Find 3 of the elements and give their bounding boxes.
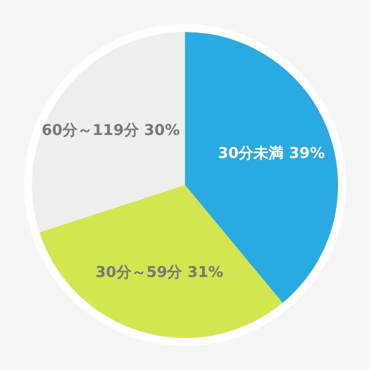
slice-label: 30分未満 39% bbox=[218, 144, 325, 162]
slice-label: 60分～119分 30% bbox=[42, 120, 180, 139]
slice-label: 30分～59分 31% bbox=[95, 263, 224, 282]
